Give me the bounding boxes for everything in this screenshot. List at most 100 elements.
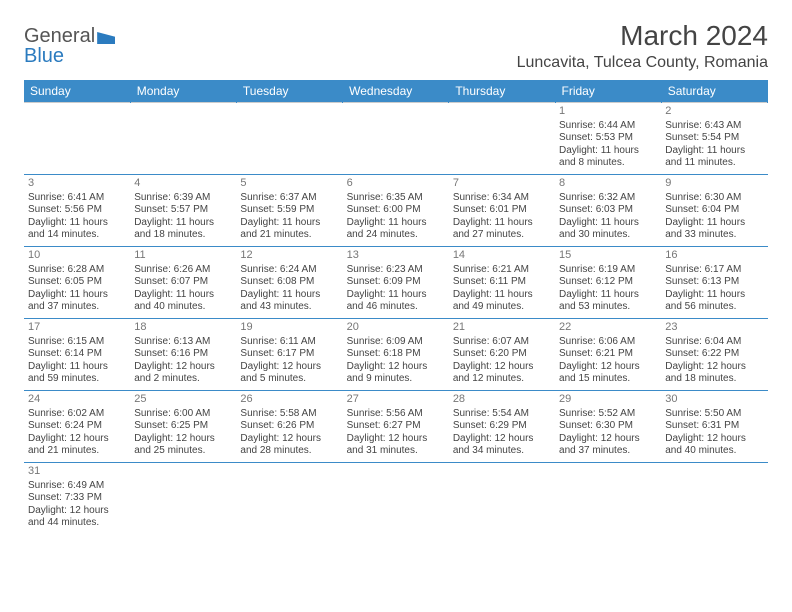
calendar-cell: 29Sunrise: 5:52 AMSunset: 6:30 PMDayligh… [555,391,661,463]
day-number: 16 [665,249,763,263]
sunrise-text: Sunrise: 6:34 AM [453,192,551,205]
daylight1-text: Daylight: 12 hours [453,433,551,446]
calendar-row: 24Sunrise: 6:02 AMSunset: 6:24 PMDayligh… [24,391,768,463]
day-number: 19 [240,321,338,335]
day-number: 12 [240,249,338,263]
calendar-cell [24,103,130,175]
sunrise-text: Sunrise: 6:02 AM [28,408,126,421]
daylight1-text: Daylight: 12 hours [28,505,126,518]
daylight2-text: and 25 minutes. [134,445,232,458]
daylight2-text: and 9 minutes. [347,373,445,386]
daylight2-text: and 15 minutes. [559,373,657,386]
daylight1-text: Daylight: 12 hours [559,433,657,446]
daylight1-text: Daylight: 11 hours [240,217,338,230]
daylight1-text: Daylight: 11 hours [28,361,126,374]
sunrise-text: Sunrise: 6:13 AM [134,336,232,349]
calendar-cell: 18Sunrise: 6:13 AMSunset: 6:16 PMDayligh… [130,319,236,391]
sunset-text: Sunset: 6:18 PM [347,348,445,361]
day-number: 21 [453,321,551,335]
sunrise-text: Sunrise: 6:11 AM [240,336,338,349]
calendar-body: 1Sunrise: 6:44 AMSunset: 5:53 PMDaylight… [24,103,768,535]
sunset-text: Sunset: 5:57 PM [134,204,232,217]
daylight2-text: and 5 minutes. [240,373,338,386]
weekday-header-row: Sunday Monday Tuesday Wednesday Thursday… [24,80,768,103]
calendar-cell: 30Sunrise: 5:50 AMSunset: 6:31 PMDayligh… [661,391,767,463]
daylight1-text: Daylight: 11 hours [453,289,551,302]
day-number: 23 [665,321,763,335]
daylight1-text: Daylight: 11 hours [559,289,657,302]
sunrise-text: Sunrise: 5:50 AM [665,408,763,421]
sunset-text: Sunset: 6:20 PM [453,348,551,361]
sunrise-text: Sunrise: 6:07 AM [453,336,551,349]
calendar-cell: 6Sunrise: 6:35 AMSunset: 6:00 PMDaylight… [343,175,449,247]
sunset-text: Sunset: 5:54 PM [665,132,763,145]
calendar-cell: 2Sunrise: 6:43 AMSunset: 5:54 PMDaylight… [661,103,767,175]
weekday-header: Thursday [449,80,555,103]
calendar-cell: 8Sunrise: 6:32 AMSunset: 6:03 PMDaylight… [555,175,661,247]
sunrise-text: Sunrise: 6:04 AM [665,336,763,349]
sunset-text: Sunset: 5:53 PM [559,132,657,145]
day-number: 28 [453,393,551,407]
daylight1-text: Daylight: 12 hours [453,361,551,374]
sunrise-text: Sunrise: 5:54 AM [453,408,551,421]
daylight2-text: and 33 minutes. [665,229,763,242]
daylight2-text: and 18 minutes. [665,373,763,386]
calendar-page: General Blue March 2024 Luncavita, Tulce… [0,0,792,555]
weekday-header: Friday [555,80,661,103]
sunset-text: Sunset: 6:12 PM [559,276,657,289]
daylight1-text: Daylight: 11 hours [347,217,445,230]
daylight1-text: Daylight: 12 hours [347,361,445,374]
daylight1-text: Daylight: 11 hours [559,217,657,230]
daylight1-text: Daylight: 11 hours [665,145,763,158]
sunrise-text: Sunrise: 6:06 AM [559,336,657,349]
day-number: 20 [347,321,445,335]
sunrise-text: Sunrise: 5:58 AM [240,408,338,421]
sunset-text: Sunset: 6:30 PM [559,420,657,433]
calendar-cell: 17Sunrise: 6:15 AMSunset: 6:14 PMDayligh… [24,319,130,391]
calendar-row: 1Sunrise: 6:44 AMSunset: 5:53 PMDaylight… [24,103,768,175]
sunset-text: Sunset: 6:09 PM [347,276,445,289]
daylight2-text: and 34 minutes. [453,445,551,458]
sunrise-text: Sunrise: 6:30 AM [665,192,763,205]
calendar-cell: 9Sunrise: 6:30 AMSunset: 6:04 PMDaylight… [661,175,767,247]
calendar-row: 31Sunrise: 6:49 AMSunset: 7:33 PMDayligh… [24,463,768,535]
calendar-cell: 14Sunrise: 6:21 AMSunset: 6:11 PMDayligh… [449,247,555,319]
calendar-cell: 16Sunrise: 6:17 AMSunset: 6:13 PMDayligh… [661,247,767,319]
calendar-row: 3Sunrise: 6:41 AMSunset: 5:56 PMDaylight… [24,175,768,247]
calendar-cell: 22Sunrise: 6:06 AMSunset: 6:21 PMDayligh… [555,319,661,391]
day-number: 5 [240,177,338,191]
day-number: 17 [28,321,126,335]
calendar-cell: 27Sunrise: 5:56 AMSunset: 6:27 PMDayligh… [343,391,449,463]
sunset-text: Sunset: 6:22 PM [665,348,763,361]
sunset-text: Sunset: 6:14 PM [28,348,126,361]
logo-text-blue: Blue [24,45,64,67]
sunrise-text: Sunrise: 6:32 AM [559,192,657,205]
logo-text-general: General [24,25,95,47]
daylight2-text: and 12 minutes. [453,373,551,386]
daylight1-text: Daylight: 12 hours [347,433,445,446]
sunset-text: Sunset: 6:17 PM [240,348,338,361]
daylight1-text: Daylight: 11 hours [28,289,126,302]
sunset-text: Sunset: 7:33 PM [28,492,126,505]
sunset-text: Sunset: 6:31 PM [665,420,763,433]
daylight2-text: and 56 minutes. [665,301,763,314]
day-number: 25 [134,393,232,407]
calendar-cell [661,463,767,535]
calendar-cell: 12Sunrise: 6:24 AMSunset: 6:08 PMDayligh… [236,247,342,319]
daylight1-text: Daylight: 12 hours [134,433,232,446]
daylight2-text: and 21 minutes. [240,229,338,242]
sunset-text: Sunset: 6:05 PM [28,276,126,289]
sunrise-text: Sunrise: 6:43 AM [665,120,763,133]
daylight1-text: Daylight: 12 hours [28,433,126,446]
calendar-cell: 5Sunrise: 6:37 AMSunset: 5:59 PMDaylight… [236,175,342,247]
sunset-text: Sunset: 6:24 PM [28,420,126,433]
sunrise-text: Sunrise: 6:19 AM [559,264,657,277]
daylight2-text: and 49 minutes. [453,301,551,314]
sunset-text: Sunset: 6:01 PM [453,204,551,217]
daylight2-text: and 46 minutes. [347,301,445,314]
daylight2-text: and 27 minutes. [453,229,551,242]
daylight1-text: Daylight: 11 hours [665,217,763,230]
calendar-cell [343,103,449,175]
calendar-cell: 10Sunrise: 6:28 AMSunset: 6:05 PMDayligh… [24,247,130,319]
location-subtitle: Luncavita, Tulcea County, Romania [517,54,768,72]
